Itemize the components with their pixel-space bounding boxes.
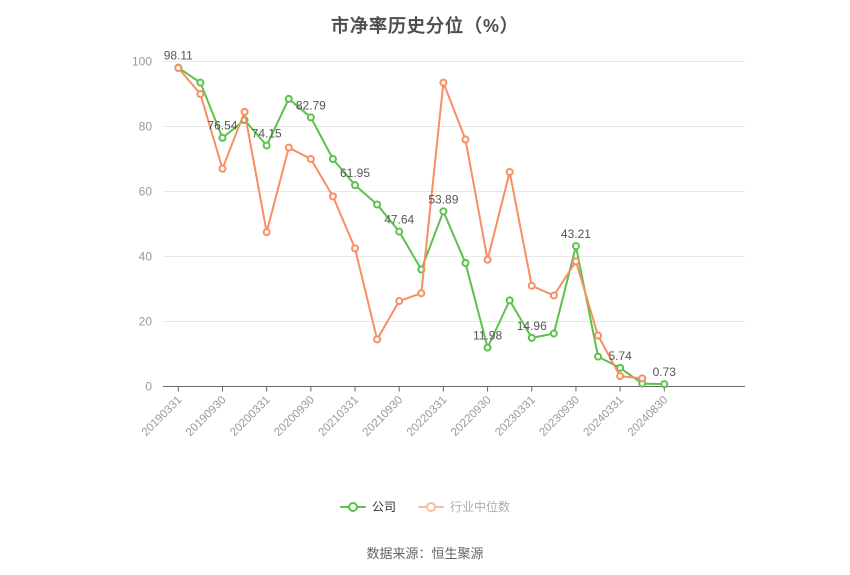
data-point (527, 333, 536, 342)
y-tick-label: 0 (145, 380, 152, 394)
data-point-label: 82.79 (296, 98, 326, 112)
data-point-label: 61.95 (340, 166, 370, 180)
series-industry-median (174, 64, 647, 383)
chart-title: 市净率历史分位（%） (330, 16, 519, 36)
data-point (505, 296, 514, 305)
series-data-labels: 98.11 76.54 74.15 82.79 61.95 47.64 53.89 11.98… (164, 49, 677, 379)
industry-series-marker-icon (418, 501, 444, 512)
x-tick-label: 20200930 (272, 394, 317, 439)
data-point-label: 14.96 (517, 319, 547, 333)
data-point (373, 200, 382, 209)
data-point (505, 168, 514, 176)
y-tick-label: 20 (139, 315, 153, 329)
y-tick-label: 80 (139, 120, 153, 134)
data-point (306, 155, 315, 163)
x-tick-label: 20240331 (582, 394, 627, 439)
data-source-note: 数据来源：恒生聚源 (366, 546, 484, 561)
data-point-label: 5.74 (608, 349, 632, 363)
series-company (174, 63, 669, 389)
data-point (638, 374, 647, 383)
data-point-label: 53.89 (428, 192, 458, 206)
data-point-label: 11.98 (473, 329, 502, 343)
x-tick-label: 20210331 (316, 394, 361, 439)
data-point (351, 181, 360, 190)
y-gridlines (163, 61, 745, 387)
x-tick-label: 20190930 (184, 394, 229, 439)
company-series-marker-icon (339, 501, 366, 512)
data-point (262, 228, 271, 237)
data-point-label: 0.73 (653, 365, 677, 379)
data-point (483, 343, 492, 352)
x-tick-label: 20220930 (449, 394, 494, 439)
data-point-label: 47.64 (384, 213, 414, 227)
data-point (174, 64, 183, 72)
data-point (328, 192, 337, 201)
data-point-label: 98.11 (164, 49, 193, 63)
data-point (594, 352, 603, 361)
data-point (262, 141, 271, 150)
data-point-label: 76.54 (207, 119, 237, 133)
legend-label-company: 公司 (371, 500, 396, 514)
line-chart: 0 20 40 60 80 100 20190331 20190930 20200331 2020… (132, 49, 745, 439)
y-tick-label: 60 (139, 185, 153, 199)
data-point (196, 90, 205, 98)
data-point (417, 289, 426, 298)
data-point (616, 372, 625, 381)
data-point (660, 380, 669, 389)
data-point (571, 257, 580, 266)
data-point (395, 297, 404, 306)
x-tick-label: 20210930 (361, 394, 406, 439)
data-point (594, 331, 603, 340)
x-axis-labels: 20190331 20190930 20200331 20200930 20210331… (140, 386, 671, 439)
y-tick-label: 100 (132, 55, 152, 69)
legend-item-industry-median[interactable]: 行业中位数 (418, 498, 510, 515)
x-tick-label: 20220331 (405, 394, 450, 439)
x-tick-label: 20240830 (626, 394, 671, 439)
data-point (461, 135, 470, 144)
series-line (177, 66, 666, 386)
data-point (395, 227, 404, 236)
data-point (527, 281, 536, 290)
x-tick-label: 20190331 (140, 394, 185, 439)
data-point (439, 78, 448, 87)
x-tick-label: 20200331 (228, 394, 273, 439)
data-point (196, 78, 205, 87)
data-point (461, 259, 470, 267)
legend-label-industry-median: 行业中位数 (450, 500, 511, 514)
data-point (284, 143, 293, 152)
data-point (549, 291, 558, 300)
data-point-label: 43.21 (561, 227, 591, 241)
chart-legend: 公司 行业中位数 (0, 498, 850, 515)
legend-item-company[interactable]: 公司 (339, 498, 396, 515)
data-point (306, 113, 315, 122)
data-point (328, 155, 337, 163)
data-point (571, 242, 580, 251)
data-point (240, 107, 249, 116)
y-axis-labels: 0 20 40 60 80 100 (132, 55, 152, 394)
data-point (439, 207, 448, 216)
data-point (616, 363, 625, 372)
data-point (351, 244, 360, 253)
x-tick-label: 20230930 (537, 394, 582, 439)
data-point (218, 164, 227, 173)
data-point (284, 94, 293, 103)
x-tick-label: 20230331 (493, 394, 538, 439)
data-point (373, 335, 382, 344)
data-point (549, 329, 558, 338)
y-tick-label: 40 (139, 250, 153, 264)
series-line (177, 67, 644, 380)
data-point (218, 133, 227, 142)
data-point-label: 74.15 (252, 127, 282, 141)
data-point (483, 255, 492, 264)
